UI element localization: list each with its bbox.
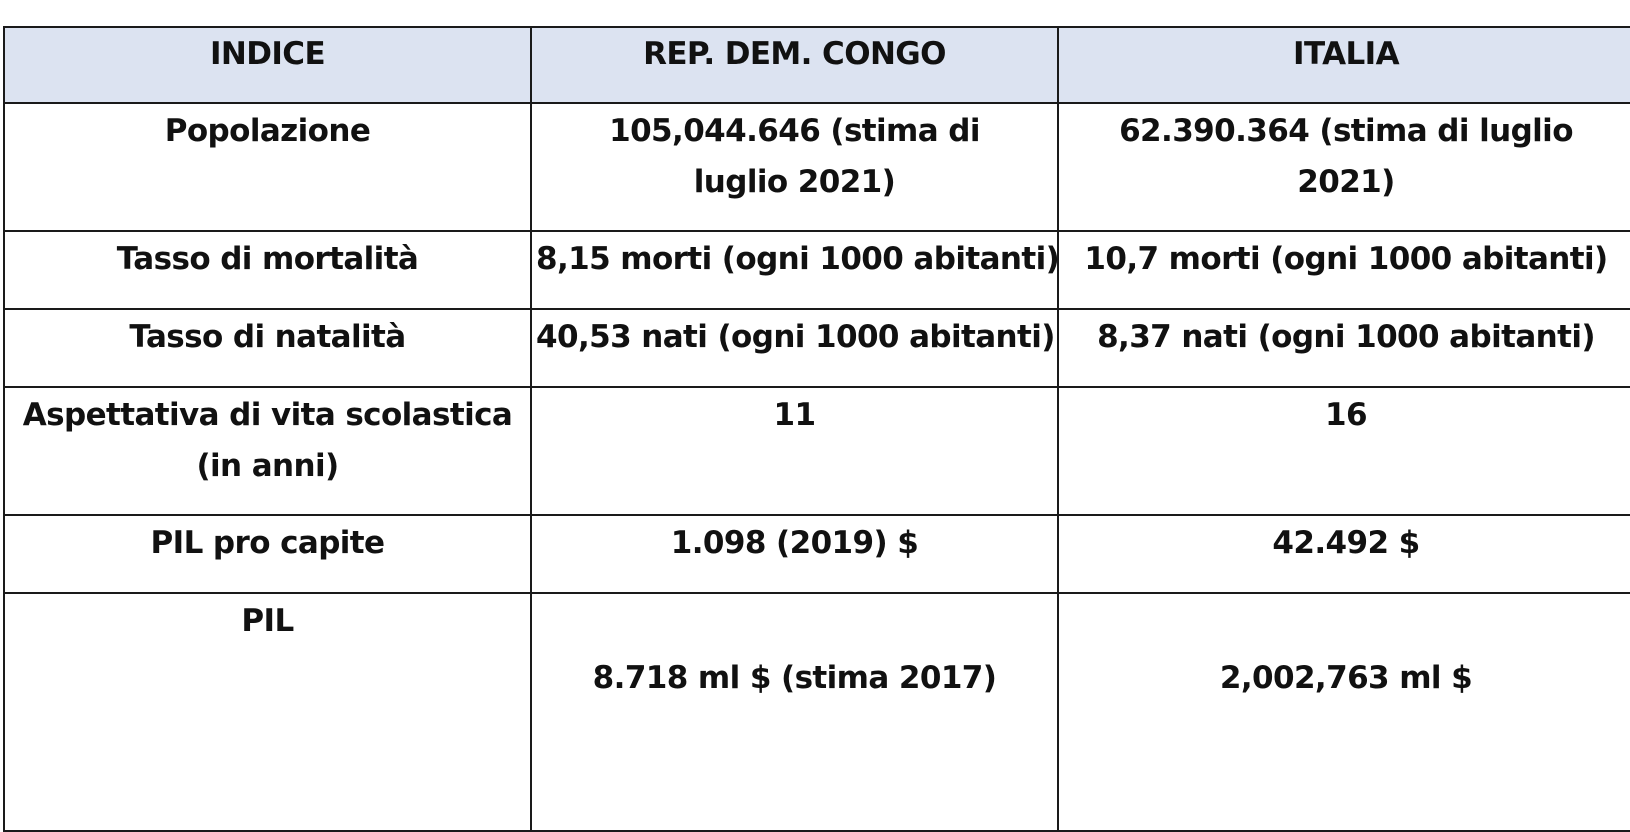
table-row-pil: PIL 8.718 ml $ (stima 2017) 2,002,763 ml… xyxy=(3,592,1630,832)
cell-label: Popolazione xyxy=(3,102,532,232)
cell-label: PIL pro capite xyxy=(3,514,532,594)
cell-italia-value: 10,7 morti (ogni 1000 abitanti) xyxy=(1057,230,1630,310)
table-row-pil-pro-capite: PIL pro capite 1.098 (2019) $ 42.492 $ xyxy=(3,514,1630,594)
cell-congo-value: 1.098 (2019) $ xyxy=(530,514,1059,594)
cell-italia-value: 42.492 $ xyxy=(1057,514,1630,594)
table-row-natalita: Tasso di natalità 40,53 nati (ogni 1000 … xyxy=(3,308,1630,388)
cell-congo-value: 11 xyxy=(530,386,1059,516)
cell-label: Aspettativa di vita scolastica (in anni) xyxy=(3,386,532,516)
cell-congo-value: 105,044.646 (stima di luglio 2021) xyxy=(530,102,1059,232)
header-rep-dem-congo: REP. DEM. CONGO xyxy=(530,26,1059,104)
header-row: INDICE REP. DEM. CONGO ITALIA xyxy=(3,26,1630,104)
cell-label: Tasso di natalità xyxy=(3,308,532,388)
cell-label: PIL xyxy=(3,592,532,832)
cell-congo-value: 8.718 ml $ (stima 2017) xyxy=(530,592,1059,832)
header-italia: ITALIA xyxy=(1057,26,1630,104)
cell-italia-value: 8,37 nati (ogni 1000 abitanti) xyxy=(1057,308,1630,388)
cell-label: Tasso di mortalità xyxy=(3,230,532,310)
cell-italia-value: 62.390.364 (stima di luglio 2021) xyxy=(1057,102,1630,232)
cell-congo-value: 8,15 morti (ogni 1000 abitanti) xyxy=(530,230,1060,310)
cell-italia-value: 16 xyxy=(1057,386,1630,516)
table-row-popolazione: Popolazione 105,044.646 (stima di luglio… xyxy=(3,102,1630,232)
cell-italia-value: 2,002,763 ml $ xyxy=(1057,592,1630,832)
table-row-aspettativa: Aspettativa di vita scolastica (in anni)… xyxy=(3,386,1630,516)
comparison-table: INDICE REP. DEM. CONGO ITALIA Popolazion… xyxy=(3,26,1630,832)
table-row-mortalita: Tasso di mortalità 8,15 morti (ogni 1000… xyxy=(3,230,1630,310)
header-indice: INDICE xyxy=(3,26,532,104)
cell-congo-value: 40,53 nati (ogni 1000 abitanti) xyxy=(530,308,1059,388)
